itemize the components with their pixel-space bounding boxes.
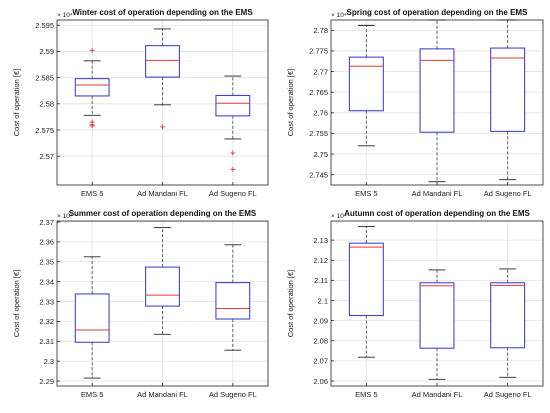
box-1 xyxy=(145,28,180,130)
axis-exponent: × 10⁴ xyxy=(331,213,347,220)
box-2 xyxy=(490,268,526,378)
y-tick-label: 2.765 xyxy=(309,88,328,97)
x-tick-label: Ad Sugeno FL xyxy=(484,390,532,399)
box-body xyxy=(74,293,110,343)
y-tick-label: 2.37 xyxy=(39,218,54,227)
box-0 xyxy=(74,47,110,129)
x-tick-label: Ad Mandani FL xyxy=(137,189,188,198)
outlier-point xyxy=(160,124,165,130)
box-body xyxy=(490,282,526,349)
y-tick-label: 2.08 xyxy=(313,337,328,346)
box-2 xyxy=(215,244,251,351)
y-axis-label: Cost of operation [€] xyxy=(286,69,295,137)
y-tick-label: 2.3 xyxy=(44,357,54,366)
y-tick-label: 2.33 xyxy=(39,297,54,306)
chart-panel-0: 2.57 2.575 2.58 2.585 2.59 2.595 EMS 5 Ad Manda… xyxy=(12,8,269,198)
x-tick-label: Ad Mandani FL xyxy=(412,390,463,399)
y-tick-label: 2.595 xyxy=(35,21,54,30)
y-tick-label: 2.775 xyxy=(309,47,328,56)
axis-exponent: × 10⁴ xyxy=(57,213,73,220)
x-tick-label: Ad Mandani FL xyxy=(412,189,463,198)
box-body xyxy=(215,282,251,320)
y-tick-label: 2.06 xyxy=(313,377,328,386)
y-tick-label: 2.13 xyxy=(313,236,328,245)
y-tick-label: 2.755 xyxy=(309,129,328,138)
box-body xyxy=(215,94,251,117)
box-body xyxy=(490,47,526,132)
box-0 xyxy=(348,24,384,147)
axis-exponent: × 10⁴ xyxy=(57,12,73,19)
box-body xyxy=(145,45,180,78)
y-tick-label: 2.34 xyxy=(39,277,54,286)
box-1 xyxy=(145,227,180,335)
y-tick-label: 2.11 xyxy=(314,276,328,285)
x-tick-label: Ad Sugeno FL xyxy=(209,189,257,198)
x-tick-label: EMS 5 xyxy=(81,189,104,198)
y-tick-label: 2.59 xyxy=(39,47,54,56)
y-tick-label: 2.1 xyxy=(318,296,328,305)
box-0 xyxy=(74,256,110,379)
y-axis-label: Cost of operation [€] xyxy=(12,270,21,338)
y-tick-label: 2.09 xyxy=(313,316,328,325)
y-tick-label: 2.575 xyxy=(35,126,54,135)
y-tick-label: 2.745 xyxy=(309,170,328,179)
y-tick-label: 2.35 xyxy=(39,258,54,267)
y-tick-label: 2.57 xyxy=(39,152,54,161)
x-tick-label: Ad Mandani FL xyxy=(137,390,188,399)
y-tick-label: 2.585 xyxy=(35,73,54,82)
box-body xyxy=(419,282,455,349)
box-1 xyxy=(419,269,455,380)
x-tick-label: EMS 5 xyxy=(355,189,378,198)
box-1 xyxy=(419,19,455,183)
box-body xyxy=(74,78,110,97)
chart-panel-1: 2.745 2.75 2.755 2.76 2.765 2.77 2.775 2.78 EMS … xyxy=(286,8,544,198)
y-tick-label: 2.36 xyxy=(39,238,54,247)
x-tick-label: Ad Sugeno FL xyxy=(209,390,257,399)
y-tick-label: 2.31 xyxy=(39,337,54,346)
box-body xyxy=(145,266,180,307)
y-tick-label: 2.32 xyxy=(39,317,54,326)
x-tick-label: EMS 5 xyxy=(355,390,378,399)
y-axis-label: Cost of operation [€] xyxy=(286,270,295,338)
chart-panel-3: 2.06 2.07 2.08 2.09 2.1 2.11 2.12 2.13 EMS 5 Ad M… xyxy=(286,209,544,399)
box-0 xyxy=(348,225,384,358)
box-body xyxy=(348,242,384,317)
chart-title: Summer cost of operation depending on th… xyxy=(69,209,257,218)
box-body xyxy=(419,48,455,133)
y-axis-label: Cost of operation [€] xyxy=(12,69,21,137)
box-2 xyxy=(490,19,526,181)
y-tick-label: 2.78 xyxy=(313,26,328,35)
chart-title: Autumn cost of operation depending on th… xyxy=(344,209,530,218)
box-2 xyxy=(215,75,251,172)
chart-title: Spring cost of operation depending on th… xyxy=(347,8,529,17)
outlier-point xyxy=(230,166,236,172)
outlier-point xyxy=(89,123,95,129)
outlier-point xyxy=(230,150,236,156)
axis-exponent: × 10⁴ xyxy=(331,12,347,19)
y-tick-label: 2.29 xyxy=(39,377,54,386)
y-tick-label: 2.76 xyxy=(313,109,328,118)
outlier-point xyxy=(89,47,95,53)
y-tick-label: 2.75 xyxy=(313,150,328,159)
chart-title: Winter cost of operation depending on th… xyxy=(72,8,253,17)
chart-panel-2: 2.29 2.3 2.31 2.32 2.33 2.34 2.35 2.36 2.37 EMS 5… xyxy=(12,209,269,399)
y-tick-label: 2.12 xyxy=(313,256,328,265)
y-tick-label: 2.07 xyxy=(313,357,328,366)
y-tick-label: 2.77 xyxy=(313,67,328,76)
y-tick-label: 2.58 xyxy=(39,100,54,109)
box-body xyxy=(348,56,384,112)
x-tick-label: Ad Sugeno FL xyxy=(484,189,532,198)
x-tick-label: EMS 5 xyxy=(81,390,104,399)
